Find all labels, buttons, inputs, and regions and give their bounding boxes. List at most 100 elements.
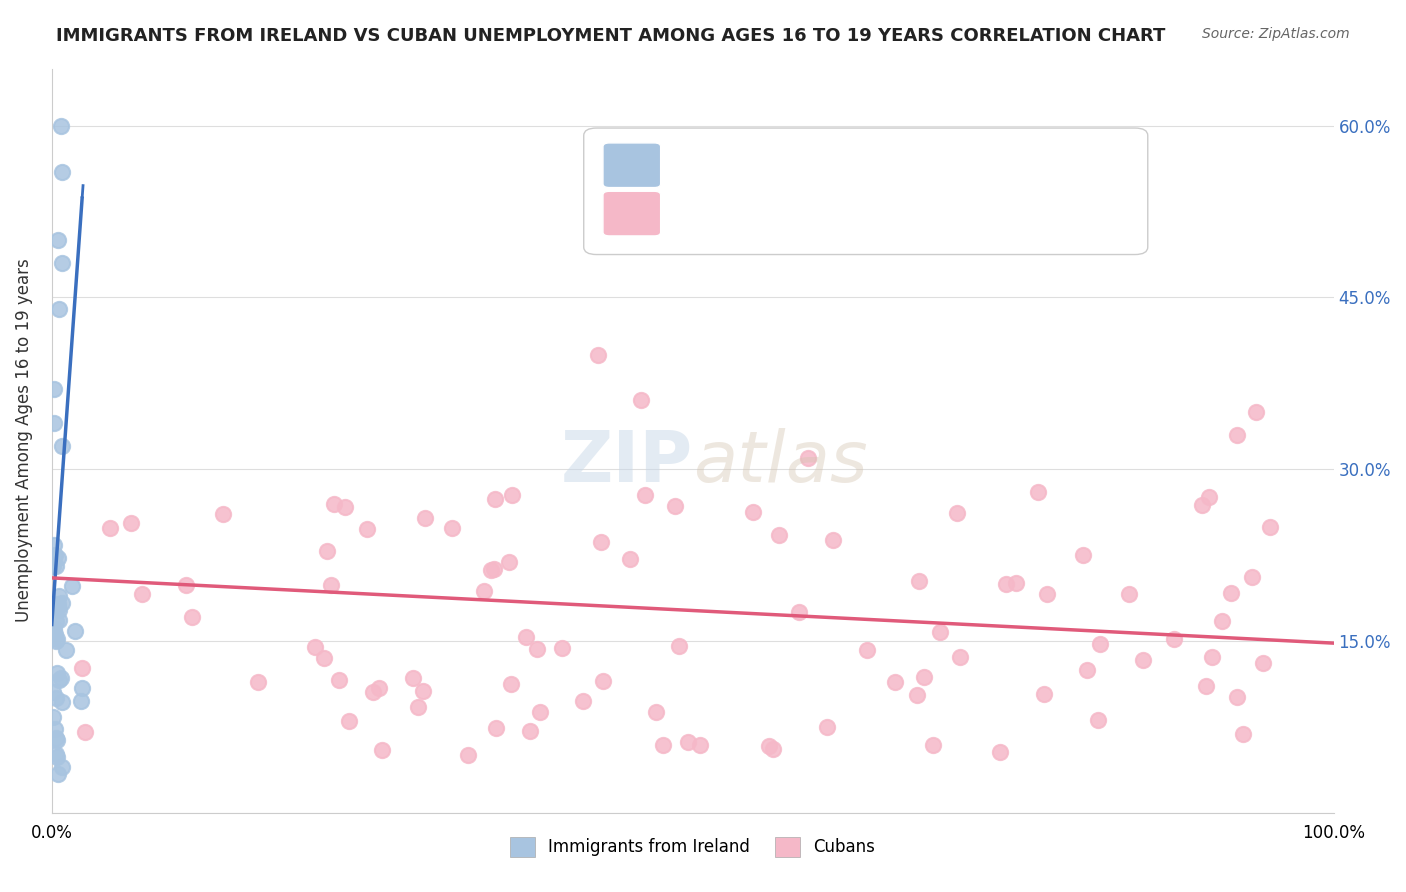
Point [1226,427,1249,442]
Point [174,577,197,591]
Point [321,578,343,592]
Point [46,632,69,646]
Point [479,563,502,577]
Point [120,516,142,530]
Point [905,688,928,702]
Point [212,507,235,521]
Point [591,535,613,549]
Point [789,606,811,620]
Point [1226,690,1249,704]
Point [1240,570,1263,584]
Point [337,714,360,728]
Point [1219,585,1241,599]
Point [644,705,666,719]
Y-axis label: Unemployment Among Ages 16 to 19 years: Unemployment Among Ages 16 to 19 years [15,259,32,623]
Point [1195,679,1218,693]
Point [45,559,67,574]
Point [48,589,70,603]
Point [42,710,65,724]
Point [44,723,66,737]
Point [1211,614,1233,628]
Point [908,574,931,588]
Point [484,721,506,735]
Point [797,450,820,465]
Point [45,747,67,761]
Point [664,499,686,513]
Text: ZIP: ZIP [561,428,693,498]
Point [322,497,344,511]
Point [945,506,967,520]
Point [44,622,66,636]
Point [42,382,65,396]
Point [131,587,153,601]
Point [551,640,574,655]
Point [484,492,506,507]
Point [1005,575,1028,590]
Point [1118,587,1140,601]
Point [529,705,551,719]
Point [361,685,384,699]
Point [741,505,763,519]
Point [48,301,70,316]
Point [1071,548,1094,562]
FancyBboxPatch shape [603,143,661,187]
Point [46,233,69,247]
Text: IMMIGRANTS FROM IRELAND VS CUBAN UNEMPLOYMENT AMONG AGES 16 TO 19 YEARS CORRELAT: IMMIGRANTS FROM IRELAND VS CUBAN UNEMPLO… [56,27,1166,45]
Point [70,681,93,696]
Point [482,561,505,575]
Point [335,500,357,514]
Point [572,694,595,708]
Point [501,677,523,691]
Point [758,739,780,753]
Point [768,528,790,542]
Point [367,681,389,695]
Point [1258,519,1281,533]
Point [440,521,463,535]
Point [1232,726,1254,740]
Point [821,533,844,548]
Point [1251,657,1274,671]
Point [884,675,907,690]
Point [586,348,609,362]
Point [402,671,425,685]
Point [1076,663,1098,677]
Point [49,671,72,685]
Point [457,748,479,763]
Point [46,550,69,565]
Point [44,627,66,641]
Point [55,642,77,657]
Point [304,640,326,655]
Point [60,579,83,593]
Point [1028,485,1050,500]
FancyBboxPatch shape [583,128,1147,254]
Point [949,650,972,665]
Point [42,685,65,699]
Point [42,601,65,615]
Point [48,602,70,616]
Point [988,745,1011,759]
Point [1198,490,1220,504]
Point [46,666,69,681]
Point [1246,405,1268,419]
Point [48,613,70,627]
Point [413,510,436,524]
Point [45,634,67,648]
Point [356,522,378,536]
Point [1036,587,1059,601]
Point [619,552,641,566]
Point [100,521,122,535]
Point [929,625,952,640]
Point [815,720,838,734]
Point [312,651,335,665]
Point [1088,637,1111,651]
Point [328,673,350,687]
Point [1087,713,1109,727]
Point [45,732,67,747]
Point [519,723,541,738]
Point [1163,632,1185,646]
Point [922,738,945,752]
Point [46,597,69,611]
Point [1033,687,1056,701]
Point [912,670,935,684]
Point [412,683,434,698]
